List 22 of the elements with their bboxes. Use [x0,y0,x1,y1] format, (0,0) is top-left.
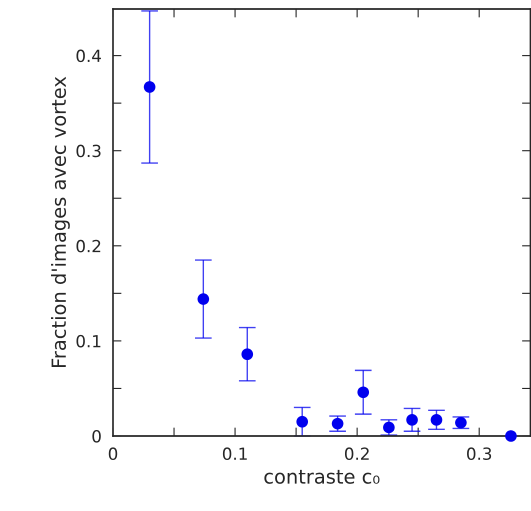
x-axis-title: contraste c₀ [264,470,380,484]
point [430,414,442,426]
point [505,430,517,442]
y-tick-label: 0.4 [76,50,101,62]
x-tick-label: 0.2 [344,447,369,460]
y-tick-label: 0.1 [76,334,100,348]
y-tick-label: 0.3 [76,144,101,158]
x-tick-label: 0.1 [222,447,247,460]
point [144,81,156,93]
point [332,418,344,430]
y-axis-title: Fraction d'images avec vortex [51,76,70,367]
point [455,416,467,428]
x-tick-label: 0 [108,447,118,460]
point [296,416,308,428]
x-tick-label: 0.3 [467,447,492,460]
point [406,414,418,426]
y-tick-label: 0.2 [76,240,100,252]
point [357,386,370,398]
y-tick-label: 0 [92,430,101,443]
point [383,422,395,434]
point [241,348,254,360]
point [198,293,210,305]
